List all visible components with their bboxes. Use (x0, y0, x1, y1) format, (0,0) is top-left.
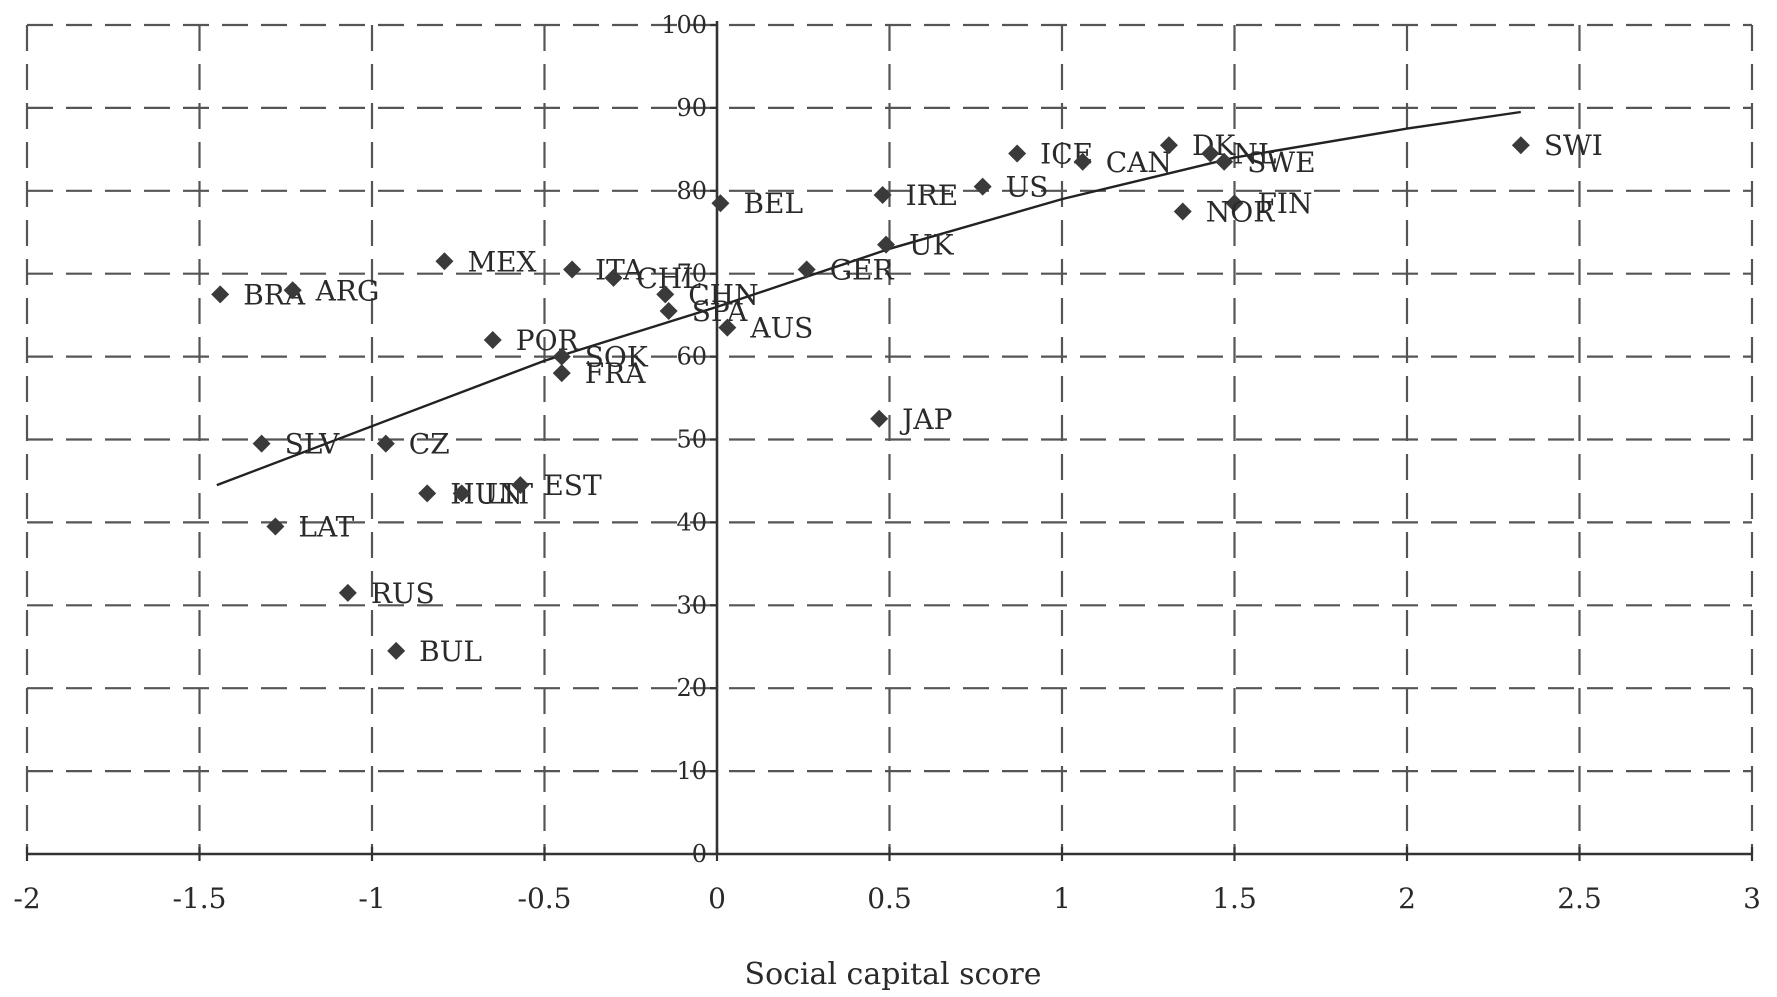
data-point-label: BUL (419, 635, 482, 668)
data-point-marker (552, 347, 571, 366)
data-point-label: UK (909, 229, 955, 262)
y-tick-label: 80 (676, 177, 707, 205)
data-point-marker (338, 583, 357, 602)
x-tick-label: 2 (1398, 882, 1416, 915)
data-point-marker (797, 260, 816, 279)
data-point-label: POR (516, 324, 580, 357)
data-point-label: EST (543, 469, 602, 502)
data-point-marker (266, 517, 285, 536)
data-point-label: BEL (743, 187, 803, 220)
data-point-label: SLV (285, 428, 340, 461)
data-point-marker (252, 434, 271, 453)
data-point-marker (1511, 136, 1530, 155)
y-tick-label: 30 (676, 591, 707, 619)
data-point-marker (659, 302, 678, 321)
data-point-label: IRE (906, 179, 959, 212)
x-axis-title: Social capital score (745, 957, 1042, 992)
data-point-marker (711, 194, 730, 213)
data-point-marker (511, 476, 530, 495)
data-point-marker (877, 235, 896, 254)
data-point-marker (376, 434, 395, 453)
data-point-label: LAT (298, 511, 354, 544)
data-point-label: SWI (1544, 129, 1603, 162)
axes (25, 21, 1754, 861)
data-point-label: AUS (749, 312, 813, 345)
y-tick-labels: 0 10 20 30 40 50 60 70 80 90 100 (661, 11, 707, 868)
data-point-label: CZ (409, 428, 450, 461)
data-point-label: US (1006, 171, 1049, 204)
x-tick-label: 3 (1743, 882, 1761, 915)
data-point-marker (283, 281, 302, 300)
data-point-marker (435, 252, 454, 271)
x-tick-label: 2.5 (1557, 882, 1602, 915)
x-tick-label: 1 (1053, 882, 1071, 915)
data-point-marker (1159, 136, 1178, 155)
x-tick-label: 1.5 (1212, 882, 1257, 915)
data-point-marker (211, 285, 230, 304)
data-point-marker (418, 484, 437, 503)
y-tick-label: 0 (692, 840, 707, 868)
data-point-label: ITA (595, 254, 644, 287)
data-point-marker (718, 318, 737, 337)
data-point-label: FRA (585, 357, 647, 390)
data-point-label: RUS (371, 577, 435, 610)
data-point-marker (1173, 202, 1192, 221)
trendline-group (216, 110, 1521, 487)
data-point-marker (1008, 144, 1027, 163)
data-point-marker (656, 285, 675, 304)
data-point-marker (1215, 152, 1234, 171)
grid-lines (25, 23, 1754, 854)
y-tick-label: 60 (676, 343, 707, 371)
data-point-label: SWE (1247, 146, 1315, 179)
data-point-label: JAP (899, 403, 952, 436)
data-point-marker (1201, 144, 1220, 163)
data-point-marker (873, 185, 892, 204)
x-tick-label: -0.5 (518, 882, 572, 915)
data-point-label: MEX (467, 245, 536, 278)
data-point-label: NOR (1206, 196, 1275, 229)
y-tick-label: 50 (676, 426, 707, 454)
x-tick-label: 0.5 (867, 882, 912, 915)
data-point-label: CHN (688, 278, 758, 311)
data-point-label: ARG (315, 274, 380, 307)
y-tick-label: 10 (676, 757, 707, 785)
y-tick-label: 70 (676, 260, 707, 288)
data-point-marker (483, 331, 502, 350)
data-point-marker (604, 268, 623, 287)
data-point-marker (452, 484, 471, 503)
y-tick-label: 100 (661, 11, 707, 39)
x-tick-label: 0 (708, 882, 726, 915)
data-point-label: FIN (1258, 187, 1313, 220)
data-point-marker (387, 641, 406, 660)
x-tick-label: -1.5 (173, 882, 227, 915)
trendline (216, 110, 1521, 487)
data-point-marker (973, 177, 992, 196)
data-point-marker (1225, 194, 1244, 213)
y-tick-label: 90 (676, 94, 707, 122)
data-point-label: SPA (692, 295, 748, 328)
x-tick-label: -2 (13, 882, 40, 915)
data-point-marker (563, 260, 582, 279)
x-tick-label: -1 (358, 882, 385, 915)
data-point-label: NL (1233, 137, 1276, 170)
y-tick-label: 40 (676, 508, 707, 536)
y-tick-label: 20 (676, 674, 707, 702)
x-tick-labels: -2 -1.5 -1 -0.5 0 0.5 1 1.5 2 2.5 3 (13, 882, 1761, 915)
data-point-label: SOK (585, 341, 649, 374)
data-point-marker (870, 409, 889, 428)
data-point-label: GER (830, 254, 895, 287)
data-point-marker (1073, 152, 1092, 171)
data-point-marker (552, 364, 571, 383)
data-point-label: CAN (1106, 146, 1172, 179)
